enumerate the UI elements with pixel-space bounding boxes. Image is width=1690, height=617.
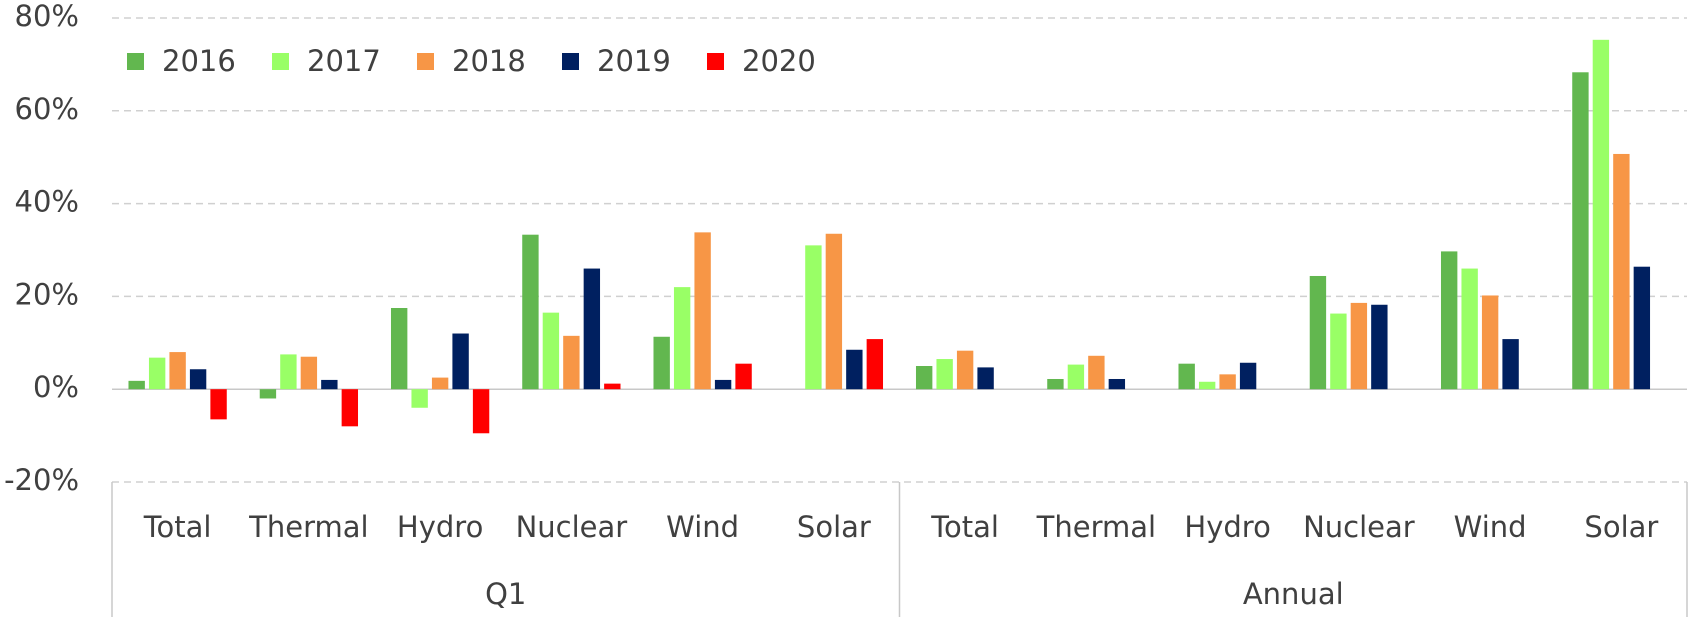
bar <box>189 369 207 390</box>
legend-swatch <box>707 53 724 70</box>
bar <box>866 339 884 390</box>
bar <box>1088 355 1105 390</box>
bar <box>583 268 601 390</box>
bar <box>1178 363 1195 390</box>
bar <box>169 352 186 390</box>
bar <box>542 312 560 390</box>
group-label: Q1 <box>485 577 526 611</box>
bar <box>653 336 670 390</box>
x-tick-label: Solar <box>797 510 871 544</box>
legend-label: 2018 <box>452 44 526 78</box>
x-tick-label: Total <box>930 510 999 544</box>
x-tick-label: Wind <box>666 510 739 544</box>
bar <box>1440 251 1458 390</box>
bar <box>846 349 863 390</box>
legend-swatch <box>562 53 579 70</box>
bar <box>714 379 732 390</box>
bar <box>1371 304 1388 390</box>
bar <box>280 354 297 390</box>
bar <box>1309 275 1327 390</box>
bar <box>128 380 145 390</box>
bar <box>1481 295 1499 390</box>
legend-swatch <box>272 53 289 70</box>
x-tick-label: Thermal <box>1036 510 1156 544</box>
bar <box>805 245 822 390</box>
x-tick-label: Hydro <box>397 510 483 544</box>
bar <box>563 335 580 390</box>
bar <box>1239 362 1257 390</box>
x-tick-label: Hydro <box>1184 510 1270 544</box>
bar <box>1198 381 1216 390</box>
x-tick-label: Nuclear <box>1303 510 1415 544</box>
bar <box>259 389 277 399</box>
y-tick-label: 20% <box>15 277 79 311</box>
bar <box>1502 339 1519 390</box>
legend-label: 2019 <box>597 44 671 78</box>
bar <box>694 232 711 390</box>
bar <box>341 389 359 427</box>
y-tick-label: 0% <box>33 370 79 404</box>
bar <box>1330 313 1347 390</box>
y-tick-label: 80% <box>15 0 79 33</box>
bar <box>1067 364 1085 390</box>
bar <box>1108 378 1126 390</box>
bar <box>390 308 408 390</box>
x-tick-label: Solar <box>1584 510 1658 544</box>
bar <box>936 359 953 390</box>
legend-swatch <box>127 53 144 70</box>
legend-label: 2020 <box>742 44 816 78</box>
bar <box>673 287 691 390</box>
bar <box>735 363 752 390</box>
bar <box>825 233 843 390</box>
bar <box>411 389 428 408</box>
bar <box>472 389 490 434</box>
bar <box>321 379 338 390</box>
bar <box>431 377 449 390</box>
y-tick-label: 40% <box>15 185 79 219</box>
x-tick-label: Thermal <box>248 510 368 544</box>
bar <box>1047 378 1064 390</box>
bar <box>1350 302 1368 390</box>
group-label: Annual <box>1243 577 1344 611</box>
bar <box>1592 39 1610 390</box>
legend-label: 2017 <box>307 44 381 78</box>
y-tick-label: -20% <box>4 463 79 497</box>
bar <box>1461 268 1478 390</box>
legend-swatch <box>417 53 434 70</box>
bar <box>452 333 469 390</box>
bar <box>1613 153 1630 390</box>
bar <box>148 357 166 390</box>
bar <box>300 356 318 390</box>
bar <box>1572 72 1589 390</box>
y-tick-label: 60% <box>15 92 79 126</box>
bar <box>210 389 227 420</box>
x-tick-label: Total <box>143 510 212 544</box>
bar <box>604 383 621 390</box>
bar <box>915 366 933 390</box>
bar <box>1633 266 1651 390</box>
bar <box>956 350 974 390</box>
bar <box>977 367 994 390</box>
bar <box>1219 374 1236 390</box>
legend-label: 2016 <box>162 44 236 78</box>
x-tick-label: Nuclear <box>516 510 628 544</box>
bar <box>522 234 539 390</box>
x-tick-label: Wind <box>1454 510 1527 544</box>
